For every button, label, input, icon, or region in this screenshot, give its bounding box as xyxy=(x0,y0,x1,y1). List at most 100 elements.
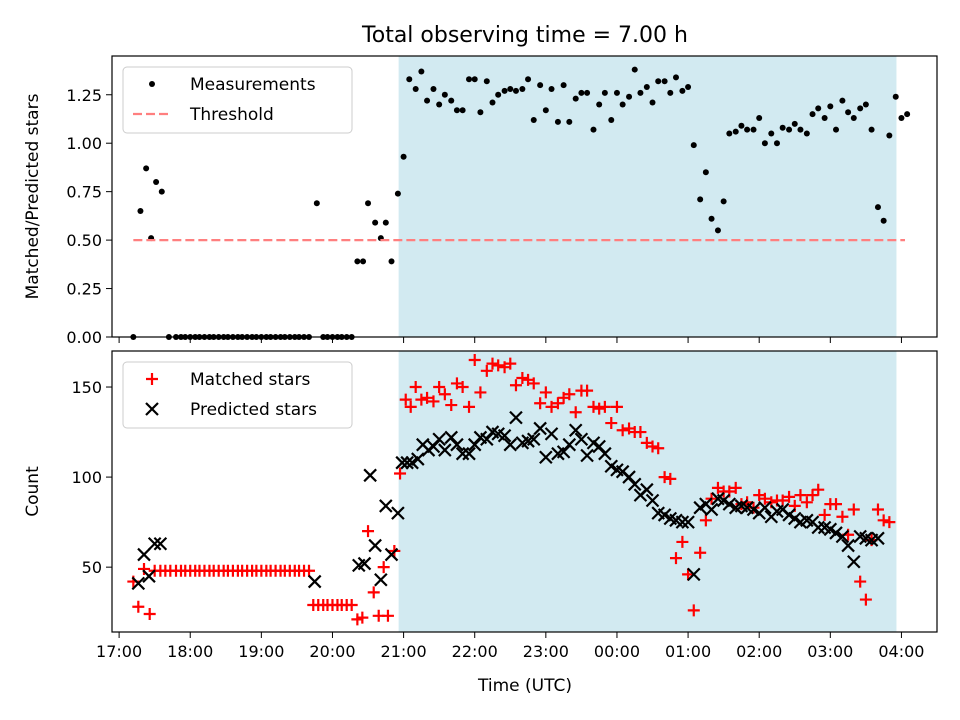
predicted-point xyxy=(574,432,589,447)
measurement-point xyxy=(821,115,828,122)
y-tick-label: 1.00 xyxy=(66,134,102,153)
legend: Matched stars Predicted stars xyxy=(122,361,353,429)
measurement-point xyxy=(839,97,846,104)
measurement-point xyxy=(845,109,852,116)
matched-point xyxy=(445,399,458,412)
matched-point xyxy=(539,386,552,399)
measurement-point xyxy=(572,95,579,102)
matched-point xyxy=(859,593,872,606)
measurement-point xyxy=(738,122,745,129)
matched-point xyxy=(356,611,369,624)
matched-point xyxy=(610,400,623,413)
matched-point xyxy=(421,391,434,404)
measurement-point xyxy=(768,130,775,137)
measurement-point xyxy=(631,66,638,73)
predicted-point xyxy=(391,506,405,520)
measurement-point xyxy=(560,82,567,89)
matched-point xyxy=(509,379,522,392)
measurement-point xyxy=(756,115,763,122)
x-tick-label: 19:00 xyxy=(238,642,284,661)
measurement-point xyxy=(637,89,644,96)
measurement-point xyxy=(548,85,555,92)
measurement-point xyxy=(430,85,437,92)
y-tick-label: 0.25 xyxy=(66,280,102,299)
predicted-point xyxy=(368,538,382,553)
predicted-point xyxy=(432,432,446,447)
y-tick-label: 1.25 xyxy=(66,86,102,105)
legend-box xyxy=(122,66,353,134)
measurement-point xyxy=(714,227,721,234)
matched-point xyxy=(367,586,380,599)
measurement-point xyxy=(786,126,793,133)
predicted-point xyxy=(400,455,414,470)
matched-point xyxy=(303,564,316,577)
measurement-point xyxy=(619,101,626,108)
measurement-point xyxy=(626,93,633,100)
measurement-point xyxy=(750,126,757,133)
predicted-point xyxy=(645,493,660,508)
matched-point xyxy=(409,381,422,394)
x-tick-label: 21:00 xyxy=(381,642,427,661)
matched-point xyxy=(646,440,659,453)
matched-point xyxy=(504,357,517,370)
predicted-point xyxy=(598,446,612,461)
measurement-point xyxy=(153,178,160,185)
predicted-point xyxy=(503,437,518,452)
matched-point xyxy=(687,604,700,617)
matched-point xyxy=(534,397,547,410)
predicted-point xyxy=(384,547,399,562)
predicted-point xyxy=(562,437,577,452)
legend-label: Threshold xyxy=(189,105,274,125)
measurement-point xyxy=(779,124,786,131)
predicted-point xyxy=(533,421,547,436)
measurement-point xyxy=(874,204,881,211)
measurement-point xyxy=(649,99,656,106)
matched-point xyxy=(694,546,707,559)
measurement-point xyxy=(862,101,869,108)
matched-point xyxy=(812,483,825,496)
measurement-point xyxy=(773,140,780,147)
predicted-point xyxy=(704,502,719,517)
measurement-point xyxy=(382,219,389,226)
figure-title: Total observing time = 7.00 h xyxy=(361,23,688,48)
matched-point xyxy=(587,400,600,413)
measurement-point xyxy=(643,84,650,91)
predicted-point xyxy=(137,547,151,562)
series-dots xyxy=(130,66,911,340)
series-x xyxy=(131,410,885,591)
measurement-point xyxy=(354,258,361,265)
predicted-point xyxy=(829,526,843,540)
measurement-point xyxy=(732,128,739,135)
measurement-point xyxy=(797,126,804,133)
measurement-point xyxy=(365,200,372,207)
measurement-point xyxy=(815,105,822,112)
predicted-point xyxy=(142,569,156,583)
measurement-point xyxy=(489,99,496,106)
measurement-point xyxy=(400,153,407,160)
matched-point xyxy=(569,406,582,419)
matched-point xyxy=(381,609,394,622)
predicted-point xyxy=(363,468,377,483)
predicted-point xyxy=(307,574,322,589)
x-tick-label: 23:00 xyxy=(523,642,569,661)
legend-marker xyxy=(146,373,158,385)
measurement-point xyxy=(702,169,709,176)
measurement-point xyxy=(453,107,460,114)
measurement-point xyxy=(601,89,608,96)
matched-point xyxy=(854,575,867,588)
matched-point xyxy=(735,498,748,511)
measurement-point xyxy=(661,78,668,85)
matched-point xyxy=(415,393,428,406)
x-tick-label: 00:00 xyxy=(594,642,640,661)
matched-point xyxy=(480,364,493,377)
measurement-point xyxy=(868,126,875,133)
predicted-point xyxy=(627,477,642,492)
y-tick-label: 0.50 xyxy=(66,231,102,250)
predicted-point xyxy=(811,520,826,535)
legend-label: Predicted stars xyxy=(190,400,317,420)
series-plus xyxy=(127,354,896,626)
measurement-point xyxy=(791,120,798,127)
measurement-point xyxy=(708,215,715,222)
matched-point xyxy=(676,535,689,548)
